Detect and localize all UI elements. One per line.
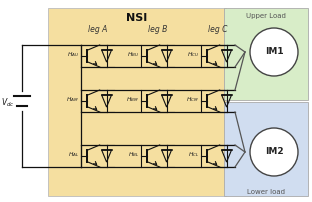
Text: $H_{AL}$: $H_{AL}$ [68,150,79,159]
Text: leg B: leg B [148,25,168,35]
Text: $H_{AM}$: $H_{AM}$ [66,95,79,104]
Text: $H_{CL}$: $H_{CL}$ [188,150,199,159]
Text: IM2: IM2 [265,147,283,157]
Text: $H_{BU}$: $H_{BU}$ [127,50,139,59]
Text: IM1: IM1 [265,47,283,57]
Text: leg C: leg C [208,25,228,35]
Text: Lower load: Lower load [247,189,285,195]
Text: $H_{CM}$: $H_{CM}$ [186,95,199,104]
Text: $H_{AU}$: $H_{AU}$ [67,50,79,59]
Text: $H_{CU}$: $H_{CU}$ [187,50,199,59]
Text: $V_{dc}$: $V_{dc}$ [1,97,15,109]
Bar [224,8,308,100]
Text: NSI: NSI [126,13,148,23]
Text: $H_{BM}$: $H_{BM}$ [126,95,139,104]
Circle shape [250,28,298,76]
Bar [48,8,226,196]
Circle shape [250,128,298,176]
Text: Upper Load: Upper Load [246,13,286,19]
Bar [224,102,308,196]
Text: $H_{BL}$: $H_{BL}$ [128,150,139,159]
Text: leg A: leg A [88,25,108,35]
